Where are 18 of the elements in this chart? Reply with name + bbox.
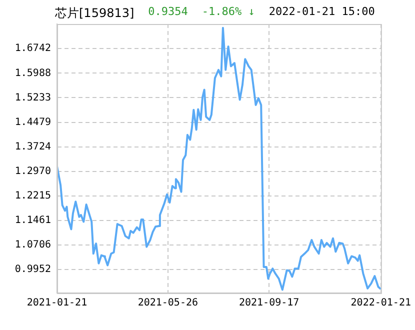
y-tick-label: 0.9952 — [14, 264, 51, 276]
x-tick-label: 2022-01-21 — [350, 298, 412, 309]
text: 2022-01-21 15:00 — [268, 5, 375, 20]
y-tick-label: 1.4479 — [14, 116, 51, 128]
y-tick-label: 1.1461 — [14, 215, 51, 226]
x-tick-label: 2021-05-26 — [138, 298, 198, 309]
y-tick-label: 1.2215 — [14, 190, 51, 202]
x-tick-label: 2021-09-17 — [238, 298, 300, 309]
text: -1.86% ↓ — [202, 5, 255, 20]
y-tick-label: 1.0706 — [14, 240, 51, 251]
text: 0.9354 — [148, 5, 188, 20]
y-tick-label: 1.5988 — [14, 68, 51, 79]
chart-title: 芯片[159813] — [55, 5, 134, 22]
y-tick-label: 1.2970 — [14, 166, 51, 177]
y-tick-label: 1.6742 — [14, 43, 51, 54]
y-tick-label: 1.3724 — [14, 141, 51, 152]
y-tick-label: 1.5233 — [14, 92, 51, 104]
x-tick-label: 2021-01-21 — [26, 298, 88, 309]
